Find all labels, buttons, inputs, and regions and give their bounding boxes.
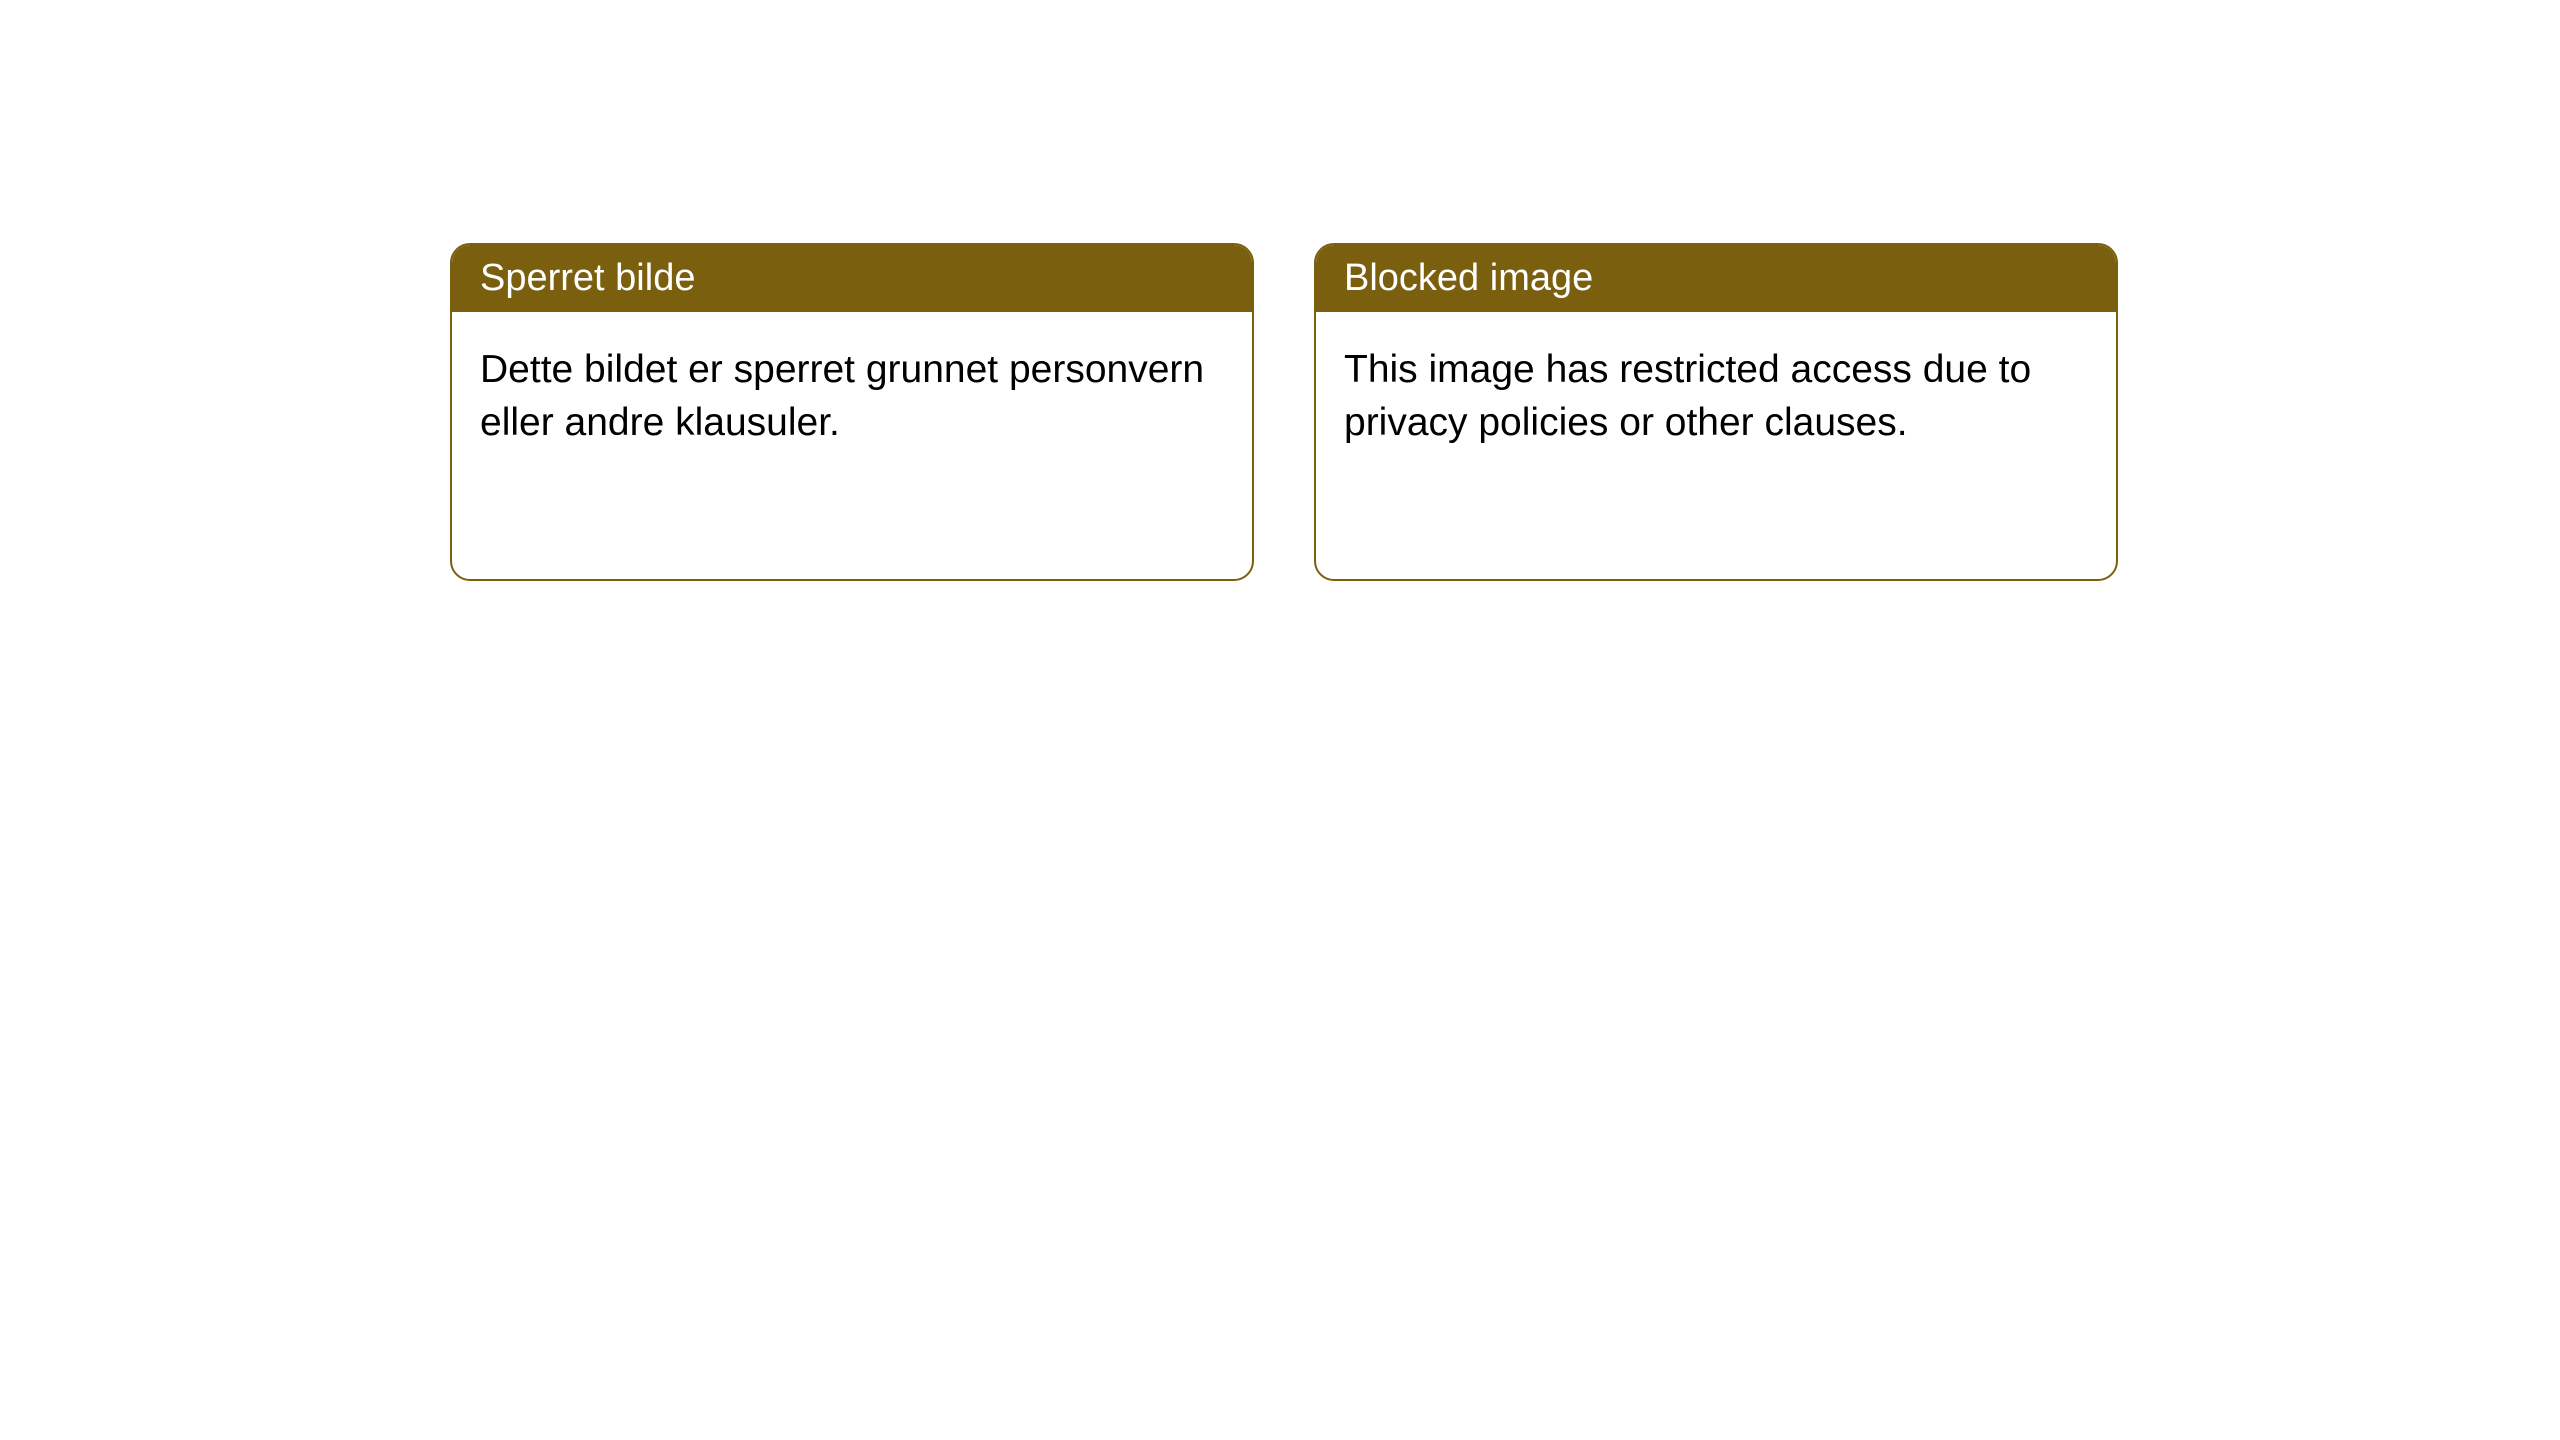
card-header: Sperret bilde — [452, 245, 1252, 312]
card-body: Dette bildet er sperret grunnet personve… — [452, 312, 1252, 481]
card-title: Sperret bilde — [480, 257, 695, 299]
card-body-text: Dette bildet er sperret grunnet personve… — [480, 348, 1204, 444]
cards-container: Sperret bilde Dette bildet er sperret gr… — [0, 0, 2560, 581]
card-norwegian: Sperret bilde Dette bildet er sperret gr… — [450, 243, 1254, 581]
card-body-text: This image has restricted access due to … — [1344, 348, 2031, 444]
card-english: Blocked image This image has restricted … — [1314, 243, 2118, 581]
card-body: This image has restricted access due to … — [1316, 312, 2116, 481]
card-title: Blocked image — [1344, 257, 1593, 299]
card-header: Blocked image — [1316, 245, 2116, 312]
